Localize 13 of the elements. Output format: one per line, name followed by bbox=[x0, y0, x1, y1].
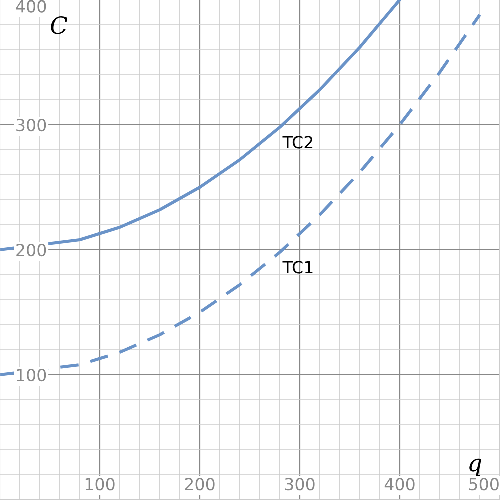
y-tick-label: 100 bbox=[17, 368, 46, 382]
annotation: TC2 bbox=[282, 136, 313, 149]
y-tick-label: 400 bbox=[16, 0, 46, 13]
x-tick-label: 200 bbox=[185, 478, 215, 491]
y-axis-title: C bbox=[51, 16, 68, 34]
x-tick-label: 500 bbox=[469, 478, 499, 491]
x-tick-label: 100 bbox=[86, 478, 115, 491]
x-axis-title: q bbox=[470, 458, 482, 476]
y-tick-label: 300 bbox=[16, 118, 46, 132]
y-tick-label: 200 bbox=[16, 244, 46, 257]
annotation: TC1 bbox=[282, 261, 313, 274]
x-tick-label: 300 bbox=[285, 478, 315, 491]
x-tick-label: 400 bbox=[384, 478, 415, 491]
